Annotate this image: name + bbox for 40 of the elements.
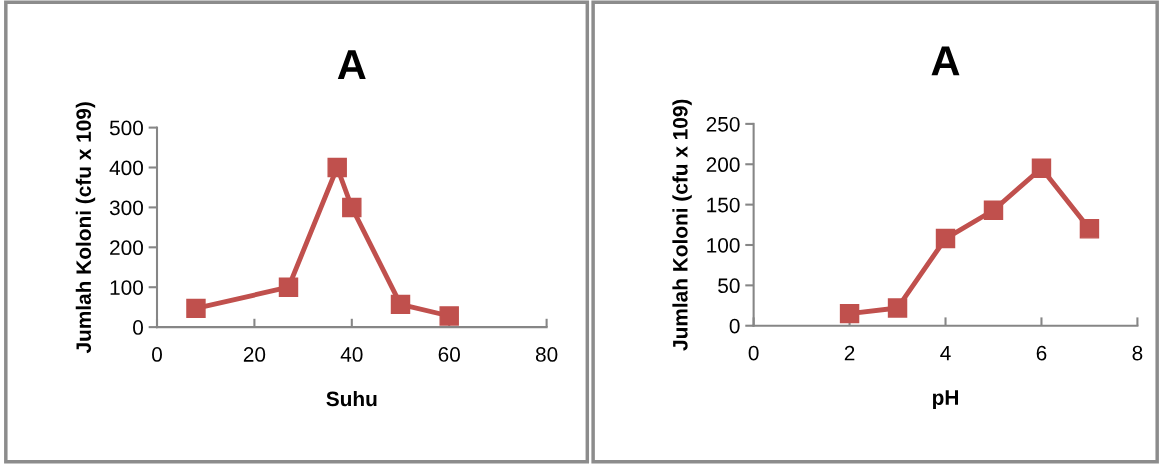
x-tick-label: 20 <box>243 347 266 362</box>
y-axis-title: Jumlah Koloni (cfu x 109) <box>75 102 96 354</box>
point <box>327 157 347 178</box>
point <box>887 298 908 318</box>
y-tick-label: 300 <box>109 200 143 216</box>
x-tick-label: 2 <box>844 345 855 361</box>
x-tick-label: 0 <box>748 345 759 361</box>
y-tick-label: 0 <box>133 320 143 335</box>
y-tick-label: 250 <box>706 116 740 132</box>
y-axis-title: Jumlah Koloni (cfu x 109) <box>672 99 692 351</box>
x-tick-label: 60 <box>438 347 460 362</box>
point <box>1031 158 1052 179</box>
point <box>839 303 860 324</box>
point <box>935 228 956 249</box>
y-tick-label: 100 <box>707 237 740 253</box>
point <box>342 197 362 218</box>
x-tick-label: 40 <box>340 347 363 362</box>
x-tick-label: 80 <box>535 347 558 362</box>
x-tick-label: 0 <box>152 347 162 362</box>
y-tick-label: 200 <box>706 157 740 173</box>
point <box>278 277 299 297</box>
point <box>390 294 411 315</box>
y-tick-label: 500 <box>109 120 143 136</box>
point <box>186 298 206 319</box>
y-tick-label: 100 <box>110 280 143 295</box>
y-tick-label: 0 <box>729 318 740 334</box>
x-tick-label: 8 <box>1132 345 1143 361</box>
x-tick-label: 4 <box>940 345 951 361</box>
x-tick-label: 6 <box>1036 345 1047 361</box>
chart-title: A <box>931 46 960 76</box>
x-axis-title: Suhu <box>326 390 377 407</box>
chart-title: A <box>337 50 366 79</box>
point <box>439 306 459 326</box>
y-tick-label: 150 <box>707 197 740 213</box>
y-tick-label: 400 <box>109 160 143 176</box>
y-tick-label: 200 <box>110 240 143 256</box>
x-axis-title: pH <box>933 390 958 410</box>
point <box>1079 219 1100 239</box>
y-tick-label: 50 <box>718 278 740 294</box>
point <box>983 200 1004 220</box>
